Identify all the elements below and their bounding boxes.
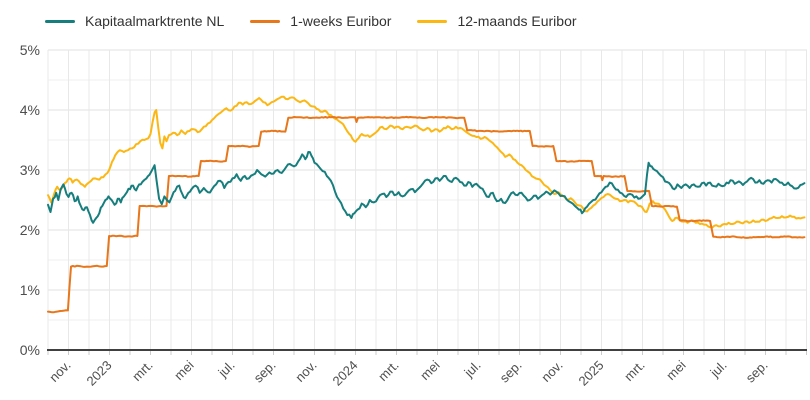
x-axis-label: sep. [743,358,771,386]
x-axis-label: sep. [497,358,525,386]
y-axis-label: 2% [20,222,40,238]
x-axis-label: sep. [251,358,279,386]
x-axis-label: mei [171,357,196,382]
y-axis-label: 5% [20,42,40,58]
x-axis-label: nov. [46,358,73,385]
yellow-line-swatch-icon [417,19,448,23]
x-axis-label: mei [663,357,688,382]
y-axis-label: 1% [20,282,40,298]
series-line-kapitaalmarktrente-nl [47,151,806,224]
series-line-12-maands-euribor [47,95,806,229]
legend-label: 12-maands Euribor [457,13,577,29]
series-line-1-weeks-euribor [47,115,806,314]
x-axis-label: jul. [215,358,238,381]
chart-legend: Kapitaalmarktrente NL 1-weeks Euribor 12… [45,12,577,30]
x-axis-label: 2025 [576,358,607,389]
legend-item-kapitaalmarktrente-nl[interactable]: Kapitaalmarktrente NL [45,12,224,30]
x-axis-label: 2023 [84,358,115,389]
legend-item-1-weeks-euribor[interactable]: 1-weeks Euribor [250,12,391,30]
y-axis-label: 3% [20,162,40,178]
x-axis-label: nov. [538,358,565,385]
legend-label: Kapitaalmarktrente NL [85,13,225,29]
x-axis-label: mrt. [621,358,647,384]
x-axis-label: 2024 [330,358,361,389]
legend-label: 1-weeks Euribor [290,13,392,29]
x-axis-label: mrt. [129,358,155,384]
x-axis-label: mrt. [375,358,401,384]
teal-line-swatch-icon [45,19,75,23]
y-axis-label: 4% [20,102,40,118]
x-axis-label: nov. [292,358,319,385]
y-axis-label: 0% [20,342,40,358]
orange-line-swatch-icon [250,19,281,23]
legend-item-12-maands-euribor[interactable]: 12-maands Euribor [417,12,577,30]
x-axis-label: jul. [461,358,484,381]
x-axis-label: jul. [707,358,730,381]
x-axis-label: mei [417,357,442,382]
